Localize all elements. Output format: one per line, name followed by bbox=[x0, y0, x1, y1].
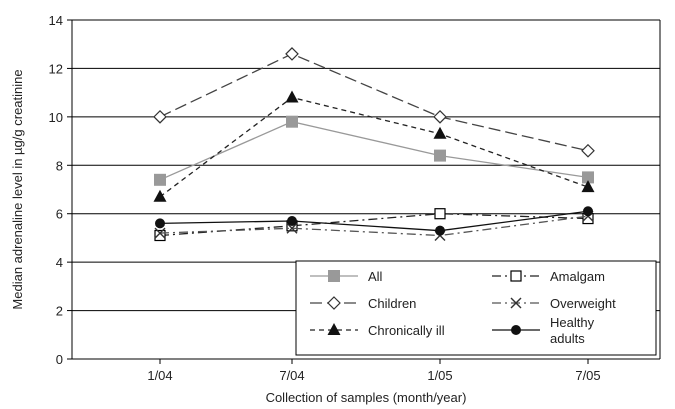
legend-label: All bbox=[368, 269, 383, 284]
x-tick-label-3: 7/05 bbox=[575, 368, 600, 383]
legend-label-line-2: adults bbox=[550, 331, 585, 346]
data-point-0-3 bbox=[582, 171, 594, 184]
data-point-0-0 bbox=[154, 173, 166, 186]
legend-item-children: Children bbox=[310, 296, 416, 311]
y-tick-label-0: 0 bbox=[56, 352, 63, 367]
data-point-2-0 bbox=[153, 189, 167, 202]
legend-item-all: All bbox=[310, 269, 383, 284]
series-line-2 bbox=[159, 96, 589, 198]
legend-swatch-marker bbox=[510, 297, 522, 309]
data-point-4-0 bbox=[154, 227, 166, 239]
data-point-1-0 bbox=[153, 110, 167, 124]
data-point-5-0 bbox=[155, 218, 165, 229]
data-point-5-1 bbox=[287, 215, 297, 226]
legend-label: Healthy bbox=[550, 315, 595, 330]
data-point-2-1 bbox=[285, 90, 299, 103]
y-tick-label-6: 6 bbox=[56, 207, 63, 222]
legend-label: Chronically ill bbox=[368, 323, 445, 338]
data-point-2-2 bbox=[433, 126, 447, 139]
data-point-2-3 bbox=[581, 180, 595, 193]
legend-label: Children bbox=[368, 296, 416, 311]
y-tick-label-4: 4 bbox=[56, 255, 63, 270]
x-tick-label-0: 1/04 bbox=[147, 368, 172, 383]
y-tick-label-8: 8 bbox=[56, 158, 63, 173]
legend-item-overweight: Overweight bbox=[492, 296, 616, 311]
y-tick-labels: 0 2 4 6 8 10 12 14 bbox=[49, 13, 72, 367]
legend-label: Amalgam bbox=[550, 269, 605, 284]
series-children bbox=[153, 47, 595, 158]
legend-label: Overweight bbox=[550, 296, 616, 311]
legend-swatch-marker bbox=[327, 296, 341, 310]
series-chronically-ill bbox=[153, 90, 595, 202]
data-point-3-0 bbox=[154, 229, 166, 242]
legend-box bbox=[295, 260, 657, 356]
x-axis-title: Collection of samples (month/year) bbox=[266, 390, 467, 405]
data-point-3-2 bbox=[434, 208, 446, 220]
series-group bbox=[153, 47, 595, 242]
y-tick-label-14: 14 bbox=[49, 13, 63, 28]
y-tick-label-10: 10 bbox=[49, 110, 63, 125]
y-tick-label-12: 12 bbox=[49, 61, 63, 76]
legend-swatch-marker bbox=[511, 325, 521, 335]
data-point-1-2 bbox=[433, 110, 447, 124]
legend-item-amalgam: Amalgam bbox=[492, 269, 605, 284]
series-line-0 bbox=[159, 121, 589, 181]
plot-frame bbox=[71, 19, 661, 360]
series-line-5 bbox=[159, 210, 589, 232]
data-point-1-3 bbox=[581, 143, 595, 158]
legend: All Children Chronically ill Amalgam Overwei… bbox=[295, 260, 657, 356]
data-point-0-1 bbox=[286, 115, 298, 128]
series-healthy-adults bbox=[155, 206, 593, 236]
data-point-1-1 bbox=[285, 47, 299, 61]
x-tick-label-2: 1/05 bbox=[427, 368, 452, 383]
data-point-5-2 bbox=[435, 225, 445, 236]
legend-swatch-marker bbox=[327, 323, 341, 335]
data-point-5-3 bbox=[583, 206, 593, 217]
y-tick-label-2: 2 bbox=[56, 304, 63, 319]
data-point-4-1 bbox=[286, 222, 298, 234]
x-tick-label-1: 7/04 bbox=[279, 368, 304, 383]
data-point-0-2 bbox=[434, 149, 446, 162]
legend-swatch-marker bbox=[328, 270, 340, 282]
legend-swatch-marker bbox=[510, 270, 522, 282]
x-tick-labels: 1/04 7/04 1/05 7/05 bbox=[147, 359, 601, 383]
series-line-1 bbox=[159, 53, 589, 152]
series-all bbox=[154, 115, 594, 186]
legend-item-chronically-ill: Chronically ill bbox=[310, 323, 445, 338]
y-axis-title: Median adrenaline level in µg/g creatini… bbox=[10, 69, 25, 309]
